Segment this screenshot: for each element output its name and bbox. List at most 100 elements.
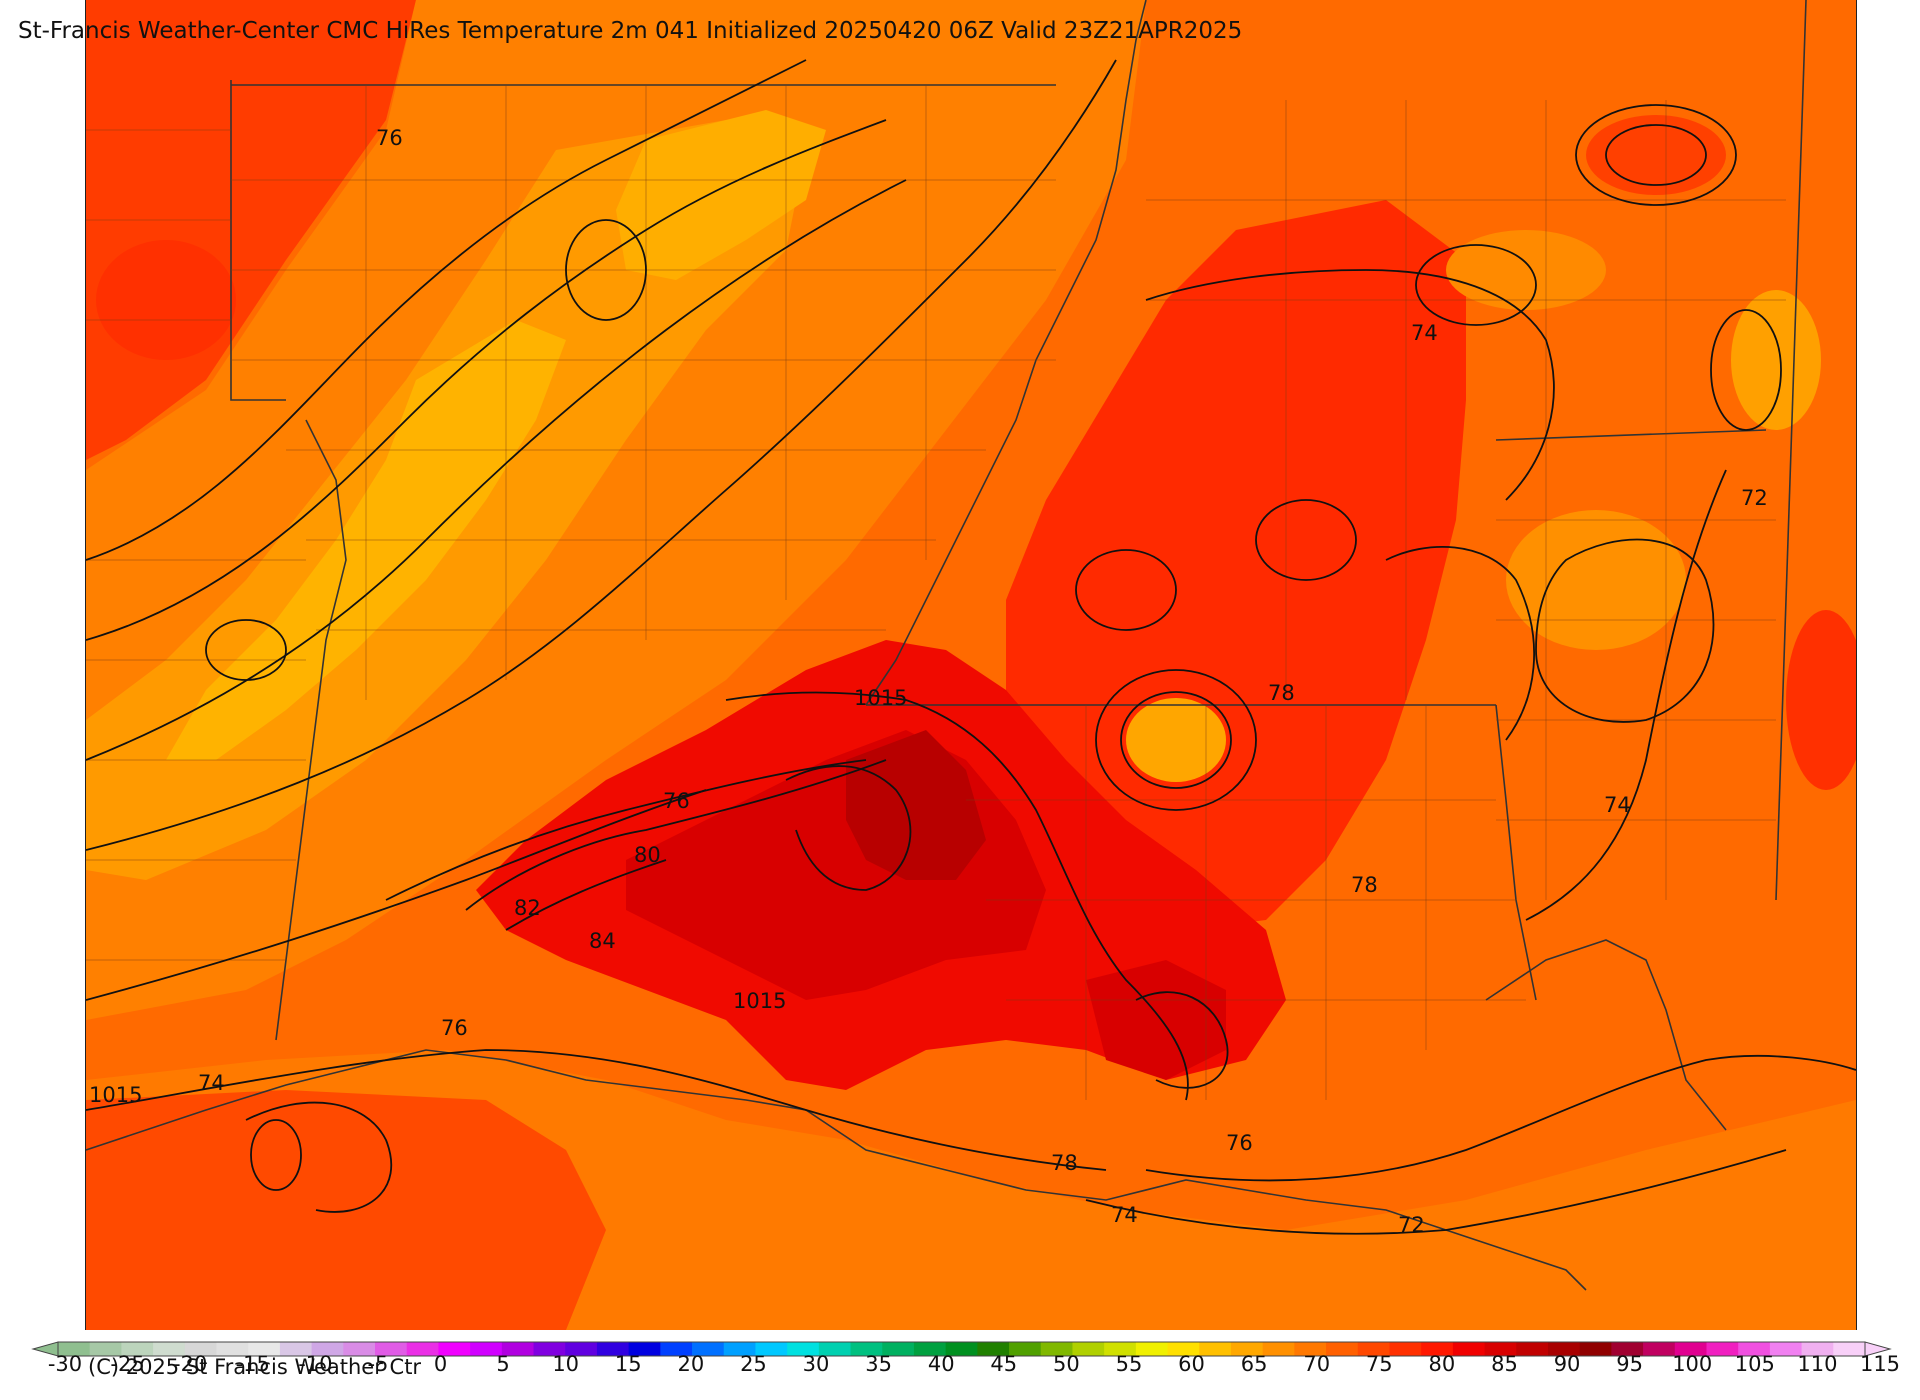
colorbar-swatch [1643, 1342, 1676, 1356]
colorbar-swatch [279, 1342, 313, 1356]
colorbar-tick-label: 30 [802, 1352, 830, 1376]
cool-pocket-mid [1506, 510, 1686, 650]
colorbar-swatch [692, 1342, 725, 1356]
contour-label: 74 [1111, 1203, 1138, 1227]
colorbar-tick-label: 25 [740, 1352, 767, 1376]
colorbar-tick-label: 110 [1797, 1352, 1838, 1376]
weather-map: 76 74 72 78 1015 76 80 82 84 1015 74 78 … [85, 0, 1857, 1330]
temp-field-cool-zone-north [616, 110, 826, 280]
contour-label: 76 [663, 789, 690, 813]
state-boundaries [230, 0, 1807, 1041]
colorbar-tick-label: 20 [677, 1352, 705, 1376]
colorbar-tick-label: 85 [1491, 1352, 1518, 1376]
colorbar-tick-label: 5 [496, 1352, 510, 1376]
colorbar-tick-label: -5 [367, 1352, 389, 1376]
colorbar-swatch [375, 1342, 408, 1356]
colorbar-tick-label: 35 [865, 1352, 892, 1376]
contour-label: 78 [1051, 1151, 1078, 1175]
colorbar-swatch [913, 1342, 947, 1356]
colorbar-swatch [216, 1342, 249, 1356]
colorbar-swatch [1135, 1342, 1169, 1356]
colorbar-swatch [1516, 1342, 1549, 1356]
colorbar-swatch [787, 1342, 820, 1356]
county-lines [86, 85, 1786, 1100]
colorbar-tick-label: 115 [1859, 1352, 1901, 1376]
colorbar-tick-label: 10 [552, 1352, 580, 1376]
colorbar-swatch [1801, 1342, 1834, 1356]
colorbar-swatch [501, 1342, 535, 1356]
colorbar-swatch [153, 1342, 186, 1356]
colorbar-tick-label: 50 [1053, 1352, 1080, 1376]
colorbar-swatch [248, 1342, 281, 1356]
contour-label: 80 [634, 843, 661, 867]
colorbar-swatch [1040, 1342, 1073, 1356]
colorbar-swatch [977, 1342, 1010, 1356]
warm-pocket-w [96, 240, 236, 360]
colorbar-swatch [850, 1342, 883, 1356]
colorbar-tick-label: 90 [1553, 1352, 1581, 1376]
colorbar-tick-label: 65 [1240, 1352, 1268, 1376]
colorbar-swatch [628, 1342, 661, 1356]
colorbar-swatch [1326, 1342, 1359, 1356]
colorbar-tick-label: 80 [1428, 1352, 1456, 1376]
colorbar-swatch [1230, 1342, 1264, 1356]
colorbar-swatch [1389, 1342, 1422, 1356]
colorbar-tick-label: 0 [433, 1352, 448, 1376]
contour-label: 74 [1604, 793, 1631, 817]
colorbar-swatch [1294, 1342, 1327, 1356]
colorbar-swatch [1769, 1342, 1803, 1356]
colorbar-swatch [660, 1342, 693, 1356]
colorbar-swatch [1357, 1342, 1390, 1356]
colorbar-tick-label: -15 [235, 1352, 270, 1376]
colorbar-swatch [1484, 1342, 1517, 1356]
temperature-colorbar [31, 1341, 1892, 1357]
contour-label: 82 [514, 896, 541, 920]
colorbar-outline [57, 1341, 1866, 1357]
colorbar-tick-label: 100 [1672, 1352, 1713, 1376]
warm-pocket-ne [1586, 115, 1726, 195]
colorbar-swatch [406, 1342, 439, 1356]
colorbar-swatch [1104, 1342, 1137, 1356]
contour-label: 76 [441, 1016, 468, 1040]
colorbar-swatch [184, 1342, 218, 1356]
colorbar-swatch [1009, 1342, 1042, 1356]
contour-label: 76 [1226, 1131, 1253, 1155]
colorbar-swatch [945, 1342, 978, 1356]
cool-pocket-e [1731, 290, 1821, 430]
colorbar-tick-label: -10 [298, 1352, 333, 1376]
contour-label: 74 [1411, 321, 1438, 345]
gulf-water-warm [86, 1090, 606, 1330]
colorbar-swatch [1611, 1342, 1644, 1356]
contour-label: 78 [1268, 681, 1295, 705]
colorbar-swatch [1421, 1342, 1454, 1356]
contour-label: 72 [1741, 486, 1768, 510]
colorbar-swatch [1738, 1342, 1771, 1356]
colorbar-swatch [438, 1342, 471, 1356]
colorbar-tick-label: -25 [110, 1352, 145, 1376]
colorbar-tick-label: 40 [927, 1352, 955, 1376]
contour-label: 76 [376, 126, 403, 150]
colorbar-swatch [818, 1342, 852, 1356]
contour-label: 78 [1351, 873, 1378, 897]
colorbar-tick-label: 95 [1616, 1352, 1644, 1376]
colorbar-swatch [1547, 1342, 1581, 1356]
contour-label: 84 [589, 929, 616, 953]
colorbar-swatch [121, 1342, 154, 1356]
colorbar-tick-label: 55 [1115, 1352, 1143, 1376]
colorbar-tick-label: 15 [614, 1352, 642, 1376]
cool-pocket-ne [1446, 230, 1606, 310]
colorbar-tick-label: 60 [1178, 1352, 1205, 1376]
colorbar-swatch [1833, 1342, 1866, 1356]
colorbar-tick-label: 75 [1365, 1352, 1393, 1376]
map-title: St-Francis Weather-Center CMC HiRes Temp… [18, 18, 1243, 44]
contour-label: 1015 [89, 1083, 142, 1107]
colorbar-swatch [565, 1342, 598, 1356]
colorbar-swatch [1706, 1342, 1739, 1356]
colorbar-tick-label: 70 [1303, 1352, 1331, 1376]
colorbar-swatch [1072, 1342, 1105, 1356]
colorbar-swatch [596, 1342, 630, 1356]
colorbar-tick-label: -30 [47, 1352, 83, 1376]
contour-label: 72 [1398, 1213, 1425, 1237]
colorbar-swatch [470, 1342, 503, 1356]
contour-label: 1015 [733, 989, 786, 1013]
